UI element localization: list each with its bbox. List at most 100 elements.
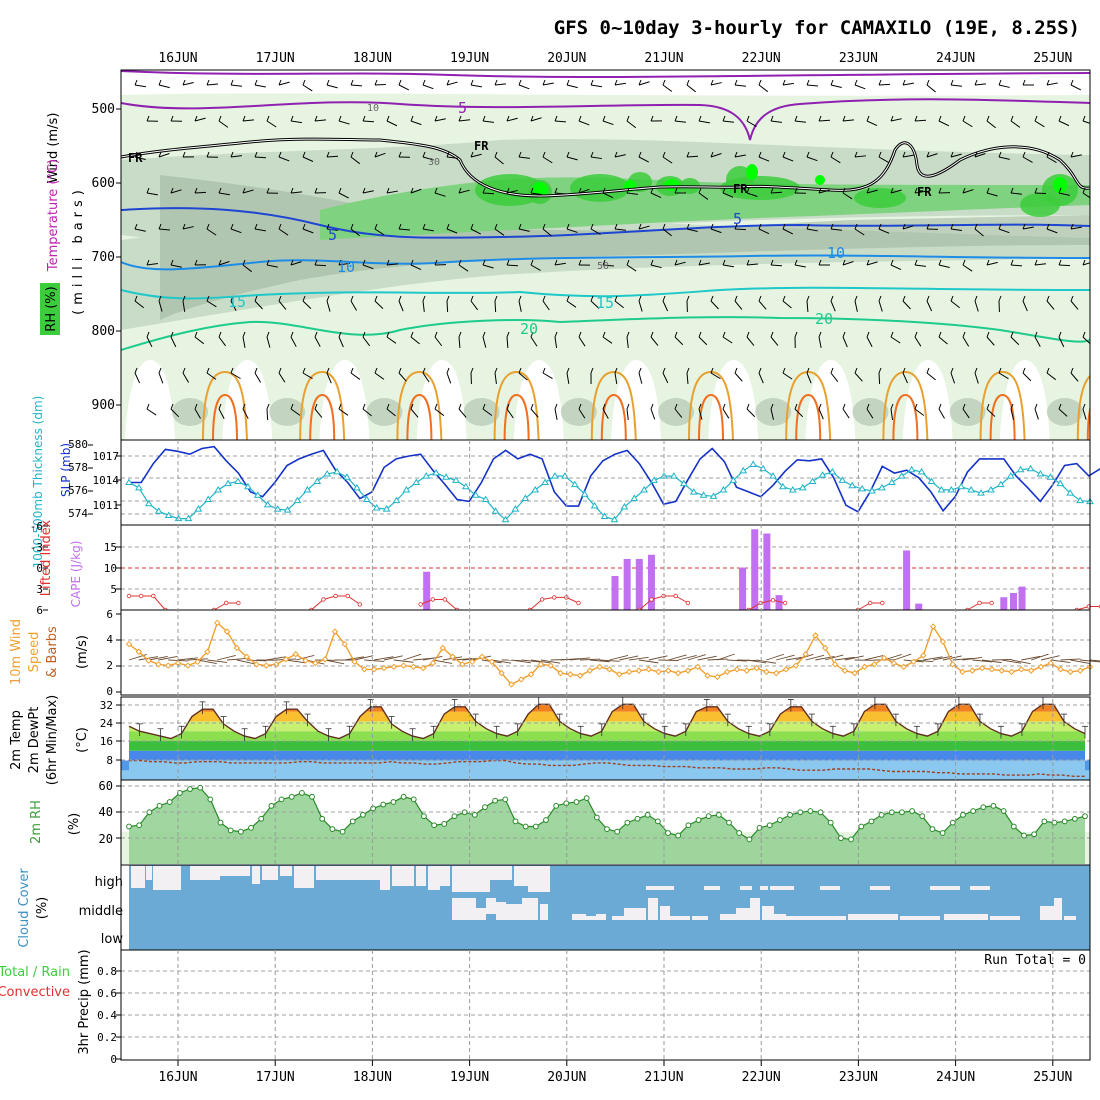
wind-barb-flag	[218, 115, 222, 122]
rh2m-gridlines	[121, 785, 1090, 839]
wind-barb-flag	[770, 259, 774, 266]
wind-barb-flag	[278, 79, 282, 86]
wind-barb-flag	[194, 187, 198, 194]
p8-ytick-08: 0.8	[97, 965, 117, 978]
rh2m-point	[522, 823, 529, 830]
top-date-20JUN: 20JUN	[547, 51, 586, 66]
wind-barb-flag	[458, 403, 462, 410]
wind-barb	[158, 153, 170, 158]
wind-barb-flag	[350, 223, 354, 230]
p8-ytick-0: 0	[110, 1053, 117, 1066]
wind-barb	[818, 119, 831, 122]
temp-contour-30	[1086, 406, 1090, 440]
cloud-gap	[1064, 916, 1076, 920]
wind-barb	[134, 228, 146, 232]
wind-speed-point	[331, 628, 339, 635]
wind-barb	[458, 408, 467, 418]
thickness-point	[788, 485, 797, 493]
wind-barb-flag	[530, 187, 534, 194]
wind-barb	[326, 228, 338, 231]
surface-barb	[285, 659, 306, 664]
wind-speed-point	[1057, 666, 1064, 673]
wind-barb-flag	[326, 367, 330, 374]
wind-barb	[542, 228, 552, 237]
wind-barb-flag	[1070, 79, 1074, 86]
wind-barb-flag	[986, 259, 990, 266]
wind-barb-flag	[1022, 79, 1026, 86]
rh2m-point	[227, 827, 234, 834]
wind-barb-flag	[698, 403, 702, 410]
thickness-point	[739, 466, 748, 474]
cloud-gap	[762, 906, 774, 920]
wind-speed-point	[547, 662, 554, 669]
wind-barb	[158, 300, 163, 312]
wind-barb	[494, 156, 504, 165]
wind-barb	[878, 156, 889, 163]
cape-bar	[611, 576, 619, 610]
wind-barb	[758, 372, 764, 384]
wind-barb-flag	[818, 331, 822, 338]
wind-barb	[962, 120, 973, 128]
wind-barb	[302, 372, 313, 379]
wind-speed-point	[184, 662, 192, 669]
wind-barb-flag	[962, 115, 966, 122]
wind-barb-flag	[842, 115, 846, 122]
surface-barb	[1060, 658, 1081, 661]
wind-speed-point	[988, 666, 996, 673]
li-point	[333, 593, 338, 599]
wind-barb	[254, 300, 263, 310]
wind-barb-flag	[614, 151, 618, 158]
rh2m-point	[268, 802, 275, 809]
rh2m-point	[207, 796, 214, 803]
cloud-gap	[416, 866, 426, 886]
wind-barb	[518, 84, 530, 90]
wind-barb	[278, 300, 287, 310]
wind-barb-flag	[686, 223, 690, 230]
temp-contour-25	[882, 370, 929, 440]
cloud-gap	[648, 898, 658, 920]
wind-barb-flag	[878, 151, 882, 158]
wind-barb	[734, 154, 746, 158]
dry-lobe	[125, 360, 175, 440]
p6-ytick-20: 20	[99, 832, 113, 846]
thickness-point	[412, 478, 421, 485]
wind-barb-flag	[206, 151, 210, 158]
wind-barb	[182, 226, 194, 230]
wind-barb	[278, 228, 289, 236]
wind-barb-flag	[590, 295, 594, 302]
wind-barb	[770, 120, 782, 123]
wind-barb-flag	[782, 151, 786, 158]
wind-barb-flag	[194, 259, 198, 266]
top-date-labels: 16JUN 17JUN 18JUN 19JUN 20JUN 21JUN 22JUN 23JUN…	[158, 51, 1072, 66]
cloud-gap	[153, 866, 181, 890]
surface-barb	[1070, 659, 1090, 664]
wind-barb	[302, 228, 314, 234]
wind-speed-point	[214, 619, 221, 627]
wind-barb-flag	[710, 223, 714, 230]
surface-barb	[844, 655, 864, 661]
wind-barb	[650, 336, 659, 346]
rh2m-point	[573, 799, 580, 805]
wind-barb-flag	[314, 331, 318, 338]
thickness-point	[392, 496, 401, 504]
wind-barb	[830, 156, 841, 164]
wind-barb-flag	[170, 187, 174, 194]
wind-speed-point	[272, 661, 280, 668]
wind-barb	[986, 336, 995, 346]
wind-barb	[890, 264, 902, 271]
rh2m-point	[1061, 818, 1068, 825]
rh2m-markers	[126, 784, 1088, 843]
rh2m-point	[1010, 823, 1017, 830]
thickness-point	[838, 476, 847, 483]
wind-barb	[554, 120, 567, 123]
thickness-point	[224, 479, 232, 487]
dry-lobe	[319, 360, 370, 440]
wind-speed-point	[920, 652, 927, 659]
upper-wind-barbs	[134, 79, 1090, 421]
wind-barb-flag	[734, 223, 738, 230]
surface-barb	[776, 654, 795, 661]
wind-barb	[518, 372, 528, 381]
cloud-unit-label: (%)	[35, 897, 50, 920]
wind-barb-flag	[134, 79, 138, 86]
wind-barb	[1046, 156, 1057, 164]
